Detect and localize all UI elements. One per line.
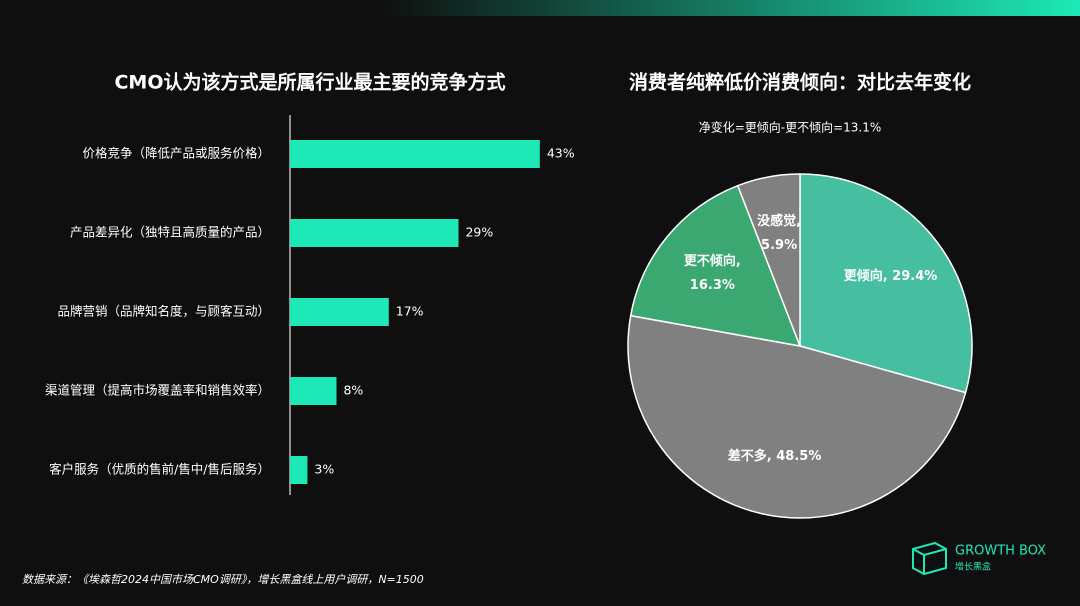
slice-label: 更不倾向, 16.3% <box>683 253 741 293</box>
pie-slice <box>736 173 801 347</box>
value-label: 29% <box>465 225 493 240</box>
bar <box>290 377 337 405</box>
pie-slice <box>629 184 802 347</box>
slice-label: 差不多, 48.5% <box>727 448 822 464</box>
pie-title: 消费者纯粹低价消费倾向：对比去年变化 <box>629 71 971 94</box>
logo-subname: 增长黑盒 <box>955 561 991 573</box>
category-label: 渠道管理（提高市场覆盖率和销售效率） <box>45 383 270 398</box>
value-label: 8% <box>343 383 363 398</box>
category-label: 价格竞争（降低产品或服务价格） <box>82 146 270 161</box>
source: 数据来源：《埃森哲2024中国市场CMO调研》，增长黑盒线上用户调研，N=150… <box>22 573 424 586</box>
bar <box>290 219 459 247</box>
value-label: 43% <box>547 146 575 161</box>
pie-slice <box>799 173 973 394</box>
value-label: 17% <box>396 304 424 319</box>
category-label: 产品差异化（独特且高质量的产品） <box>70 225 270 240</box>
top-band <box>380 0 1080 16</box>
bar <box>290 140 540 168</box>
slice-label: 没感觉, 5.9% <box>757 214 802 254</box>
category-label: 品牌营销（品牌知名度，与顾客互动） <box>57 304 270 319</box>
bar-title: CMO认为该方式是所属行业最主要的竞争方式 <box>114 71 505 94</box>
pie-slice <box>627 314 967 519</box>
logo-icon <box>912 541 947 576</box>
slice-label: 更倾向, 29.4% <box>843 269 938 285</box>
value-label: 3% <box>314 462 334 477</box>
bar <box>290 298 389 326</box>
category-label: 客户服务（优质的售前/售中/售后服务） <box>49 462 270 477</box>
bar <box>290 456 308 484</box>
pie-subtitle: 净变化=更倾向-更不倾向=13.1% <box>699 120 882 135</box>
logo-name: GROWTH BOX <box>955 544 1046 559</box>
